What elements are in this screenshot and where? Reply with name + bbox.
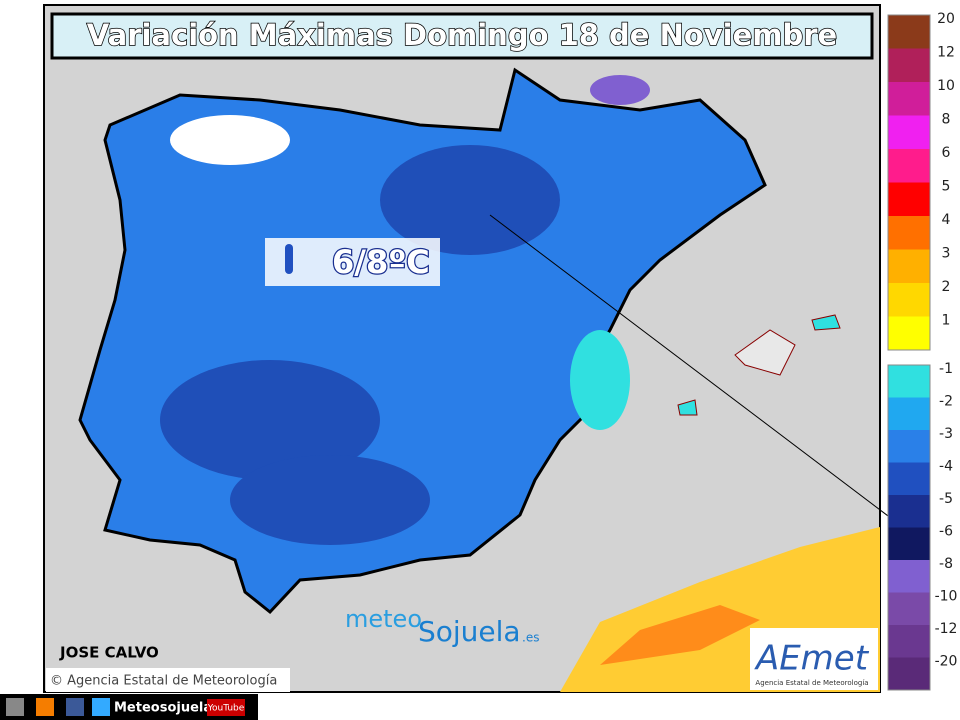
legend-label: -12 <box>935 621 958 637</box>
legend-swatch <box>888 249 930 283</box>
thermometer-icon <box>285 244 293 274</box>
legend-swatch <box>888 625 930 658</box>
legend-swatch <box>888 397 930 430</box>
legend: 20 12 10 8 6 5 4 3 2 1 -1 -2 -3 -4 -5 -6 -8 -10 -12 -20 <box>887 11 958 691</box>
legend-label: 4 <box>942 212 951 228</box>
video-box <box>207 699 245 716</box>
legend-border <box>887 364 931 691</box>
legend-swatch <box>888 527 930 560</box>
legend-swatch <box>888 149 930 183</box>
title: Variación Máximas Domingo 18 de Noviembr… <box>87 18 837 52</box>
credit: © Agencia Estatal de Meteorología <box>50 674 277 689</box>
logo-box <box>750 628 878 690</box>
callout-box <box>265 238 440 286</box>
title-box <box>50 12 874 60</box>
cold-area <box>380 145 560 255</box>
legend-swatch <box>888 430 930 463</box>
icon <box>92 698 110 716</box>
legend-label: 6 <box>942 145 951 161</box>
legend-label: 3 <box>942 246 951 262</box>
watermark-brand: Sojuela <box>418 615 521 648</box>
cold-area <box>590 75 650 105</box>
island <box>811 314 841 331</box>
icon <box>36 698 54 716</box>
legend-swatch <box>888 316 930 350</box>
legend-border <box>887 14 931 351</box>
footer-site: Meteosojuela <box>114 701 212 716</box>
legend-label: -10 <box>935 589 958 605</box>
icon <box>6 698 24 716</box>
legend-label: 10 <box>937 78 955 94</box>
island <box>734 329 796 376</box>
legend-swatch <box>888 495 930 528</box>
legend-swatch <box>888 657 930 690</box>
logo-name: AEmet <box>754 639 870 679</box>
legend-label: -2 <box>939 394 953 410</box>
legend-label: -5 <box>939 491 953 507</box>
legend-label: 8 <box>942 112 951 128</box>
legend-swatch <box>888 283 930 317</box>
island <box>677 399 698 416</box>
legend-label: -8 <box>939 556 953 572</box>
callout-label: 6/8ºC <box>332 243 430 281</box>
cold-area <box>230 455 430 545</box>
legend-label: 5 <box>942 179 951 195</box>
legend-label: -1 <box>939 361 953 377</box>
legend-swatch <box>888 365 930 398</box>
mild-area <box>570 330 630 430</box>
legend-label: -6 <box>939 524 953 540</box>
watermark-prefix: meteo <box>345 605 422 633</box>
legend-swatch <box>888 48 930 82</box>
legend-swatch <box>888 15 930 49</box>
legend-label: 12 <box>937 45 955 61</box>
legend-label: 1 <box>942 313 951 329</box>
legend-label: 20 <box>937 11 955 27</box>
legend-swatch <box>888 560 930 593</box>
africa-warm <box>600 605 760 665</box>
legend-swatch <box>888 592 930 625</box>
cold-area <box>160 360 380 480</box>
legend-swatch <box>888 115 930 149</box>
footer-video: YouTube <box>207 704 245 714</box>
icon <box>66 698 84 716</box>
pointer-line <box>489 214 901 526</box>
logo-subtitle: Agencia Estatal de Meteorología <box>755 679 868 687</box>
legend-swatch <box>888 182 930 216</box>
legend-label: -3 <box>939 426 953 442</box>
snow-area <box>170 115 290 165</box>
author: JOSE CALVO <box>59 644 159 662</box>
legend-label: -20 <box>935 654 958 670</box>
legend-label: -4 <box>939 459 953 475</box>
legend-swatch <box>888 82 930 116</box>
credit-box <box>46 668 290 692</box>
legend-swatch <box>888 462 930 495</box>
legend-label: 2 <box>942 279 951 295</box>
legend-swatch <box>888 216 930 250</box>
watermark-suffix: .es <box>522 631 539 645</box>
